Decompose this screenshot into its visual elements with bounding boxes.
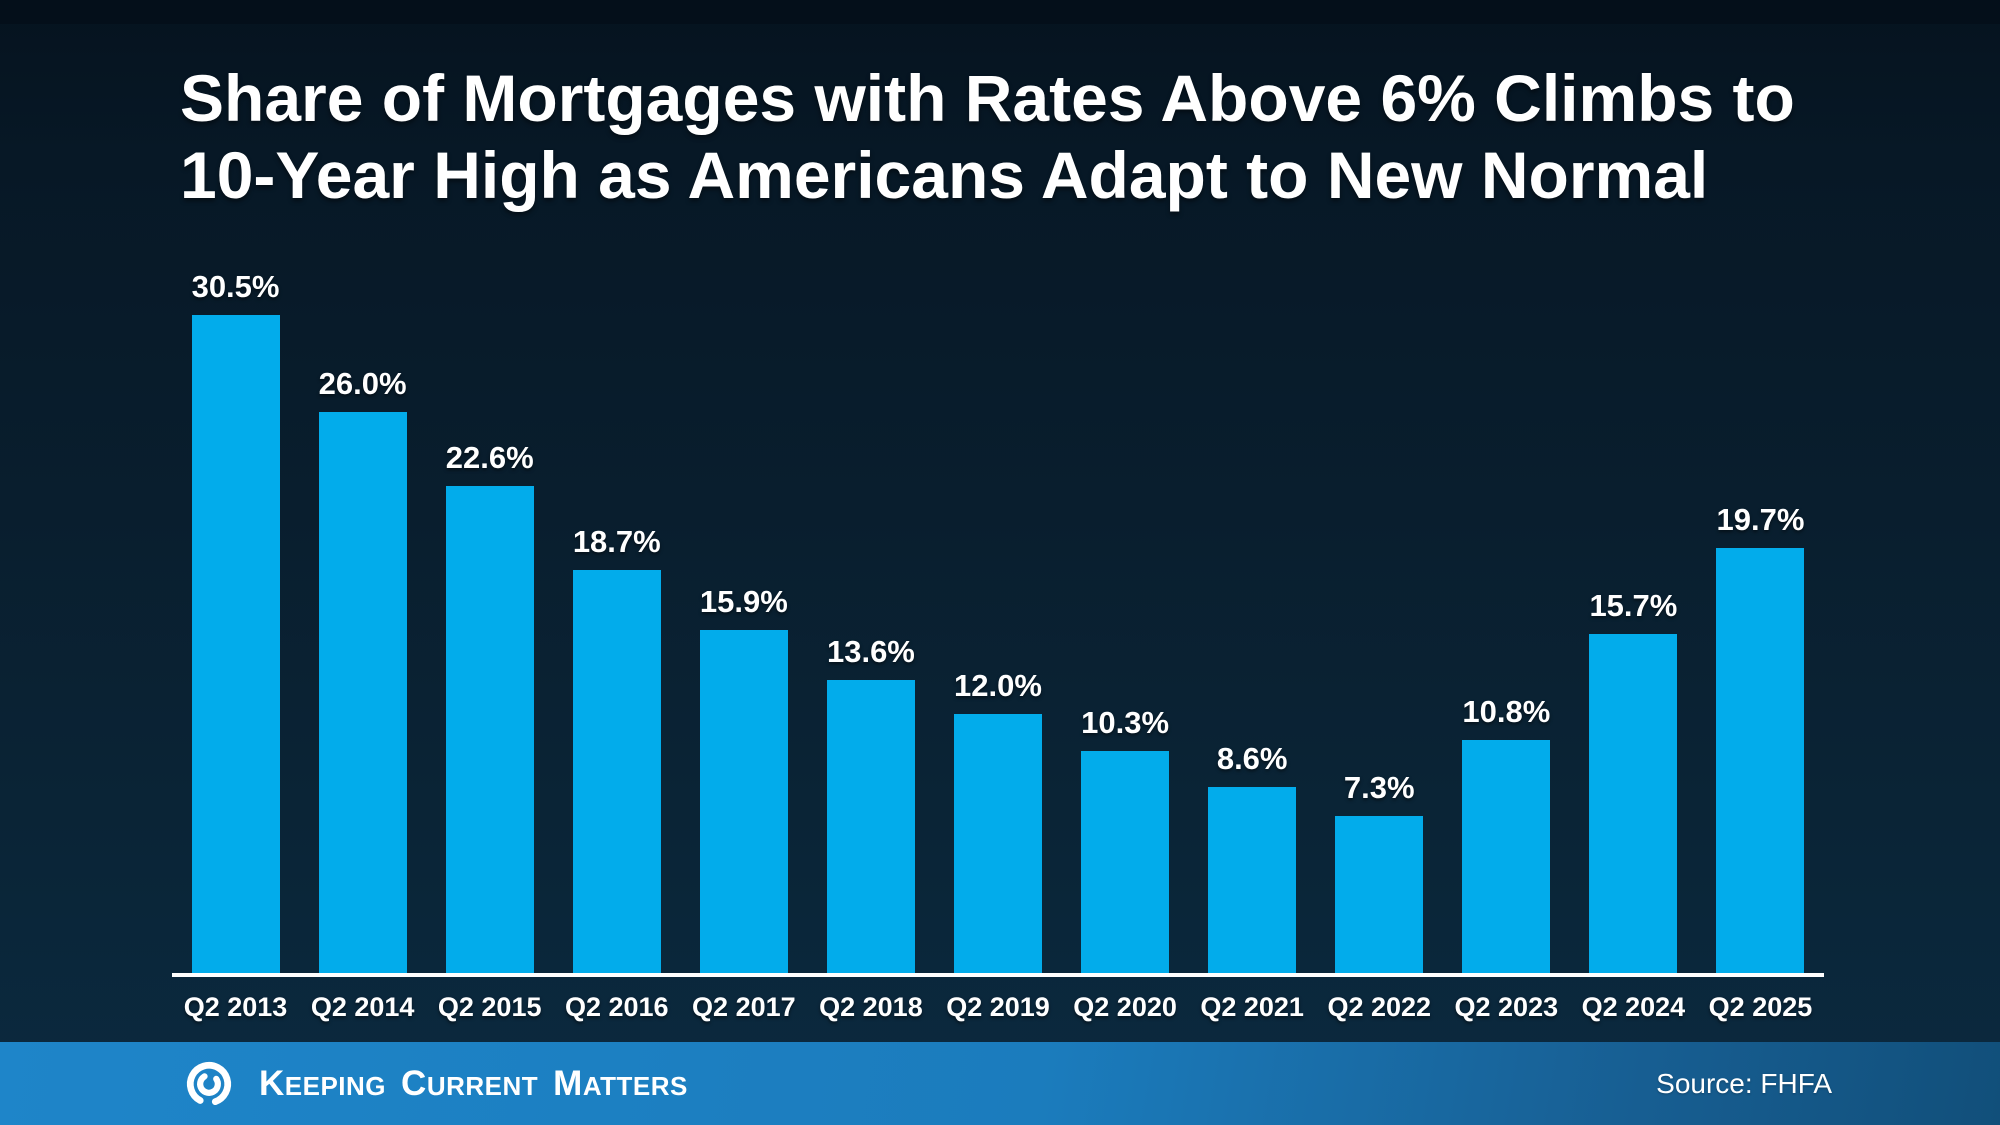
bar bbox=[826, 680, 915, 973]
bar bbox=[1208, 787, 1297, 973]
top-strip bbox=[0, 0, 2000, 24]
bar bbox=[318, 412, 407, 973]
bar-slot: 7.3% bbox=[1316, 0, 1443, 973]
bar-value-label: 30.5% bbox=[191, 269, 280, 304]
bar-slot: 18.7% bbox=[553, 0, 680, 973]
x-axis-label: Q2 2013 bbox=[183, 992, 288, 1022]
x-axis-label: Q2 2014 bbox=[310, 992, 415, 1022]
bar bbox=[1335, 816, 1424, 973]
bar bbox=[572, 570, 661, 973]
x-axis-label: Q2 2016 bbox=[564, 992, 669, 1022]
brand-word: Keeping bbox=[259, 1063, 387, 1103]
bar bbox=[1462, 740, 1551, 973]
bar-slot: 19.7% bbox=[1697, 0, 1824, 973]
brand-word: Current bbox=[401, 1063, 539, 1103]
title-line-2: 10-Year High as Americans Adapt to New N… bbox=[180, 138, 1709, 212]
bar bbox=[191, 315, 280, 973]
bar-slot: 8.6% bbox=[1189, 0, 1316, 973]
bar-slot: 22.6% bbox=[426, 0, 553, 973]
x-axis-label: Q2 2015 bbox=[437, 992, 542, 1022]
bars-row: 30.5% 26.0% 22.6% 18.7% 15.9% 13.6% 12.0% 10.3%… bbox=[172, 0, 1824, 973]
x-axis-label: Q2 2018 bbox=[819, 992, 923, 1022]
bar-value-label: 15.9% bbox=[699, 584, 788, 619]
bar-value-label: 19.7% bbox=[1716, 502, 1805, 537]
x-axis-label: Q2 2017 bbox=[692, 992, 796, 1022]
bar-value-label: 7.3% bbox=[1343, 770, 1415, 805]
title-line-1: Share of Mortgages with Rates Above 6% C… bbox=[180, 61, 1795, 135]
bar bbox=[1081, 751, 1170, 973]
brand: Keeping Current Matters bbox=[183, 1058, 688, 1110]
x-axis-label: Q2 2021 bbox=[1200, 992, 1304, 1022]
x-axis-label: Q2 2020 bbox=[1073, 992, 1177, 1022]
source-label: Source: FHFA bbox=[1656, 1067, 1832, 1099]
bar-value-label: 13.6% bbox=[826, 634, 915, 669]
bar-slot: 26.0% bbox=[299, 0, 426, 973]
bar bbox=[1589, 634, 1678, 973]
bar-slot: 13.6% bbox=[807, 0, 934, 973]
bar-slot: 15.7% bbox=[1570, 0, 1697, 973]
x-axis-label: Q2 2025 bbox=[1708, 992, 1813, 1022]
x-axis-label: Q2 2023 bbox=[1454, 992, 1559, 1022]
bar-slot: 30.5% bbox=[172, 0, 299, 973]
bar bbox=[954, 714, 1042, 973]
x-axis-label: Q2 2022 bbox=[1327, 992, 1432, 1022]
x-axis-label: Q2 2024 bbox=[1581, 992, 1686, 1022]
bar-value-label: 15.7% bbox=[1589, 588, 1678, 623]
bar-value-label: 10.3% bbox=[1081, 705, 1170, 740]
bar-value-label: 10.8% bbox=[1462, 694, 1551, 729]
bar-value-label: 12.0% bbox=[954, 668, 1042, 703]
kcm-swirl-icon bbox=[186, 1061, 232, 1106]
bar bbox=[1716, 548, 1805, 973]
x-axis-label: Q2 2019 bbox=[946, 992, 1050, 1022]
bar-value-label: 22.6% bbox=[445, 440, 534, 475]
brand-name: Keeping Current Matters bbox=[259, 1064, 688, 1104]
bar bbox=[699, 630, 788, 973]
page-title: Share of Mortgages with Rates Above 6% C… bbox=[180, 60, 1800, 214]
bar bbox=[445, 486, 534, 973]
x-axis-line bbox=[172, 973, 1824, 977]
x-axis-labels-row: Q2 2013 Q2 2014 Q2 2015 Q2 2016 Q2 2017 Q2 20… bbox=[172, 990, 1824, 1024]
bar-slot: 10.8% bbox=[1443, 0, 1570, 973]
bar-value-label: 26.0% bbox=[318, 366, 407, 401]
brand-word: Matters bbox=[553, 1063, 688, 1103]
footer-bar: Keeping Current Matters Source: FHFA bbox=[0, 1042, 2000, 1125]
bar-value-label: 8.6% bbox=[1216, 741, 1288, 776]
bar-value-label: 18.7% bbox=[572, 524, 661, 559]
bar-slot: 15.9% bbox=[680, 0, 807, 973]
bar-slot: 12.0% bbox=[934, 0, 1061, 973]
bar-slot: 10.3% bbox=[1062, 0, 1189, 973]
